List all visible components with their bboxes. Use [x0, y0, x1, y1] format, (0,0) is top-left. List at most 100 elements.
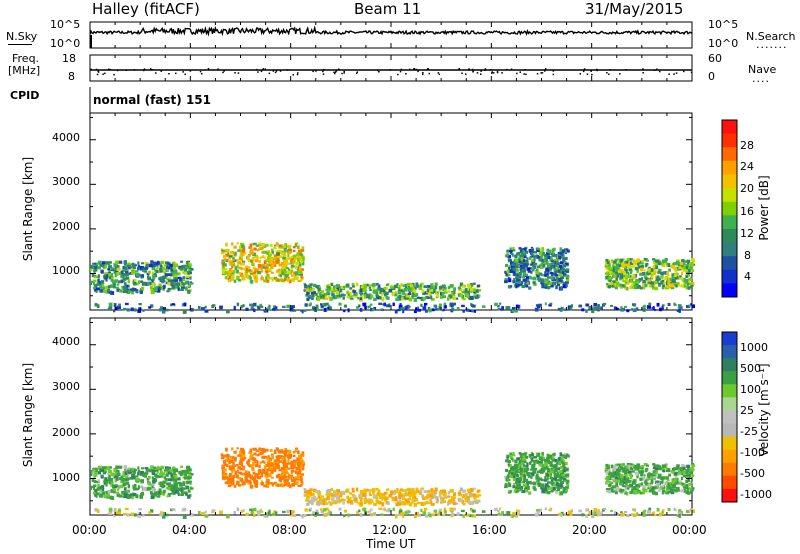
velocity-cell — [118, 508, 121, 512]
power-cell — [409, 288, 413, 292]
power-cell — [615, 269, 618, 273]
velocity-cell — [95, 489, 98, 493]
velocity-cell — [684, 485, 688, 489]
velocity-cell — [550, 461, 553, 465]
power-cell — [660, 281, 663, 285]
nave-point — [583, 68, 586, 70]
velocity-cell — [430, 490, 434, 494]
power-cell — [316, 307, 319, 311]
power-cell — [612, 280, 616, 284]
power-cell — [520, 270, 524, 273]
velocity-cell — [546, 475, 550, 480]
velocity-cell — [652, 470, 656, 474]
velocity-cell — [518, 461, 522, 466]
power-cell — [372, 308, 375, 311]
velocity-cell — [167, 483, 171, 488]
velocity-cell — [140, 485, 144, 489]
power-cell — [327, 284, 331, 288]
power-cell — [437, 307, 441, 311]
power-cell — [552, 282, 556, 286]
velocity-cell — [642, 484, 647, 489]
velocity-cell — [124, 471, 128, 476]
power-cell — [116, 288, 121, 292]
power-cell — [525, 278, 529, 282]
velocity-cell — [242, 509, 245, 513]
power-cell — [279, 250, 283, 254]
power-cell — [283, 245, 287, 248]
power-cell — [413, 290, 417, 294]
velocity-cell — [562, 469, 566, 473]
power-cell — [690, 284, 694, 287]
velocity-cell — [241, 468, 245, 471]
velocity-cell — [366, 488, 369, 492]
velocity-cell — [250, 511, 254, 515]
nave-point — [142, 69, 145, 72]
velocity-cell — [359, 500, 363, 504]
velocity-cell — [648, 485, 653, 489]
power-colorbar-swatch — [722, 147, 737, 162]
power-cell — [342, 287, 346, 290]
power-cell — [160, 306, 163, 309]
power-cell — [111, 279, 116, 284]
velocity-cell — [283, 453, 287, 458]
velocity-cell — [249, 477, 254, 480]
power-cell — [558, 264, 563, 268]
power-cell — [504, 270, 507, 274]
velocity-cell — [478, 494, 482, 497]
nave-point — [150, 68, 152, 70]
power-cell — [237, 261, 242, 264]
power-cell — [546, 270, 550, 275]
velocity-cell — [162, 472, 166, 476]
power-cell — [686, 305, 690, 309]
power-cell — [638, 265, 642, 269]
power-cell — [122, 277, 127, 281]
power-cell — [544, 254, 547, 258]
velocity-cell — [159, 472, 163, 476]
power-cell — [610, 282, 613, 285]
velocity-cell — [617, 477, 620, 480]
power-cell — [283, 248, 287, 253]
velocity-cell — [413, 514, 417, 519]
velocity-cell — [631, 513, 634, 516]
power-cell — [506, 250, 510, 254]
velocity-cell — [509, 474, 513, 479]
velocity-cell — [398, 499, 402, 503]
power-cell — [617, 261, 620, 266]
power-cell — [428, 308, 432, 313]
power-cell — [375, 282, 379, 286]
velocity-cell — [550, 479, 554, 483]
velocity-cell — [320, 495, 324, 498]
velocity-cell — [329, 511, 332, 515]
velocity-cell — [652, 466, 656, 470]
power-cell — [667, 281, 671, 285]
velocity-cell — [544, 459, 547, 463]
power-cell — [359, 297, 363, 301]
power-cell — [329, 306, 332, 310]
velocity-cell — [184, 491, 188, 495]
power-cell — [632, 274, 636, 278]
velocity-cell — [233, 456, 237, 461]
velocity-ytick-4000: 4000 — [52, 335, 80, 348]
power-cell — [635, 279, 639, 283]
power-cell — [660, 276, 664, 279]
power-cell — [557, 269, 561, 273]
velocity-cell — [269, 462, 274, 467]
velocity-cell — [114, 475, 119, 478]
power-cell — [279, 244, 284, 248]
power-cell — [415, 307, 419, 311]
velocity-cell — [113, 514, 116, 518]
power-cell — [449, 296, 452, 299]
power-cell — [174, 264, 179, 268]
power-cell — [681, 277, 684, 281]
velocity-cell — [383, 492, 387, 495]
velocity-cell — [404, 511, 408, 515]
velocity-cell — [90, 487, 93, 490]
velocity-cell — [661, 509, 665, 512]
velocity-cell — [647, 476, 651, 480]
power-cell — [295, 242, 299, 245]
power-cell — [632, 281, 636, 285]
nave-point — [377, 69, 379, 72]
power-cell — [536, 249, 540, 252]
power-cell — [506, 253, 509, 257]
